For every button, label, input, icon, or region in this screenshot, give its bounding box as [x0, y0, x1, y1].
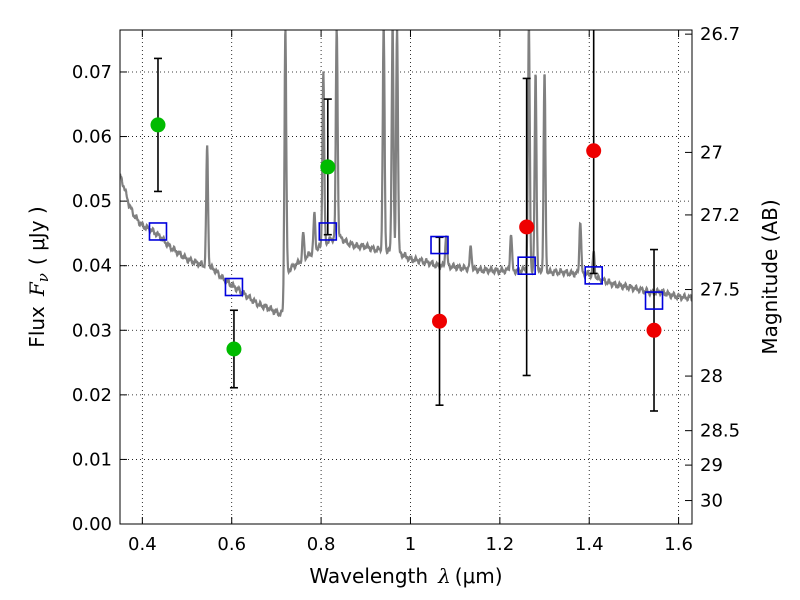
data-points [150, 117, 662, 357]
model-square [584, 266, 603, 285]
model-square [224, 277, 244, 297]
y-tick-label: 0.06 [72, 127, 112, 148]
right-tick-label: 28.5 [700, 421, 740, 442]
right-tick-label: 29 [700, 455, 723, 476]
right-tick-label: 27 [700, 142, 723, 163]
x-tick-label: 0.6 [217, 534, 246, 555]
data-point [150, 117, 166, 133]
y-tick-label: 0.03 [72, 320, 112, 341]
y-axis-label: FluxFν( μJy ) [25, 206, 52, 347]
y-tick-label: 0.00 [72, 514, 112, 535]
right-tick-label: 28 [700, 366, 723, 387]
right-tick-label: 27.5 [700, 280, 740, 301]
model-spectrum-line [120, 30, 692, 318]
data-point [646, 322, 662, 338]
y-tick-label: 0.05 [72, 191, 112, 212]
x-tick-label: 0.4 [128, 534, 157, 555]
x-tick-label: 1 [405, 534, 416, 555]
right-tick-label: 27.2 [700, 205, 740, 226]
y-tick-label: 0.04 [72, 256, 112, 277]
y-tick-label: 0.01 [72, 449, 112, 470]
plot-background [120, 30, 692, 524]
model-spectrum [120, 30, 692, 318]
plot-frame [119, 29, 693, 525]
model-square [644, 291, 664, 310]
y-tick-label: 0.02 [72, 385, 112, 406]
x-tick-label: 1.4 [575, 534, 604, 555]
data-point [320, 159, 336, 175]
x-tick-label: 1.2 [486, 534, 515, 555]
model-square [318, 222, 338, 241]
y-tick-label: 0.07 [72, 62, 112, 83]
right-tick-label: 26.7 [700, 24, 740, 45]
data-point [586, 143, 602, 159]
right-tick-label: 30 [700, 491, 723, 512]
model-square [430, 235, 449, 255]
data-point [432, 313, 448, 329]
model-photometry [148, 222, 664, 310]
x-tick-label: 1.6 [664, 534, 693, 555]
data-point [519, 219, 535, 235]
model-square [148, 222, 168, 241]
tick-labels: 0.4 0.6 0.8 1 1.2 1.4 1.6 0.00 0.01 0.02 0.03 0.04 0… [72, 24, 740, 555]
model-square [517, 256, 536, 275]
right-axis-label: Magnitude (AB) [758, 199, 782, 354]
x-axis-label: Wavelength λ (μm) [309, 564, 502, 588]
data-point [226, 341, 242, 357]
x-tick-label: 0.8 [307, 534, 336, 555]
axis-ticks [120, 30, 692, 525]
